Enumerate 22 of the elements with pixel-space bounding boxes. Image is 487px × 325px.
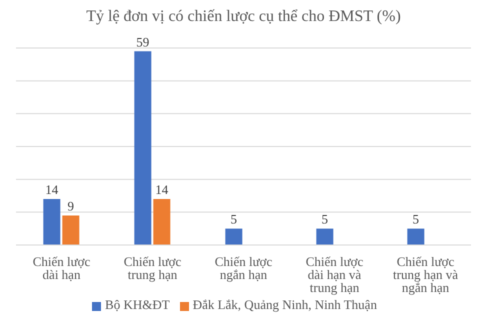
x-tick-label: Chiến lược trung hạn và ngắn hạn [393, 254, 458, 296]
legend-label: Bộ KH&ĐT [105, 297, 170, 312]
bar [225, 228, 242, 245]
data-label: 5 [230, 212, 238, 227]
data-label: 59 [136, 34, 150, 50]
bar [62, 215, 80, 245]
data-label: 5 [322, 212, 328, 227]
bar [134, 51, 152, 245]
x-tick-label: Chiến lược ngắn hạn [214, 254, 273, 282]
bar [43, 199, 60, 245]
x-tick-label: Chiến lược dài hạn [32, 254, 91, 282]
data-label: 9 [68, 198, 74, 214]
x-tick-label: Chiến lược trung hạn [124, 254, 182, 282]
data-label: 5 [412, 212, 420, 227]
chart-title: Tỷ lệ đơn vị có chiến lược cụ thể cho ĐMST (%) [85, 8, 402, 26]
bar [153, 199, 170, 245]
legend-label: Đắk Lắk, Quảng Ninh, Ninh Thuận [192, 297, 377, 312]
x-tick-label: Chiến lược dài hạn và trung hạn [306, 254, 364, 296]
data-label: 14 [45, 182, 59, 198]
bar [407, 228, 424, 245]
data-label: 14 [155, 182, 169, 198]
bar [316, 228, 334, 245]
